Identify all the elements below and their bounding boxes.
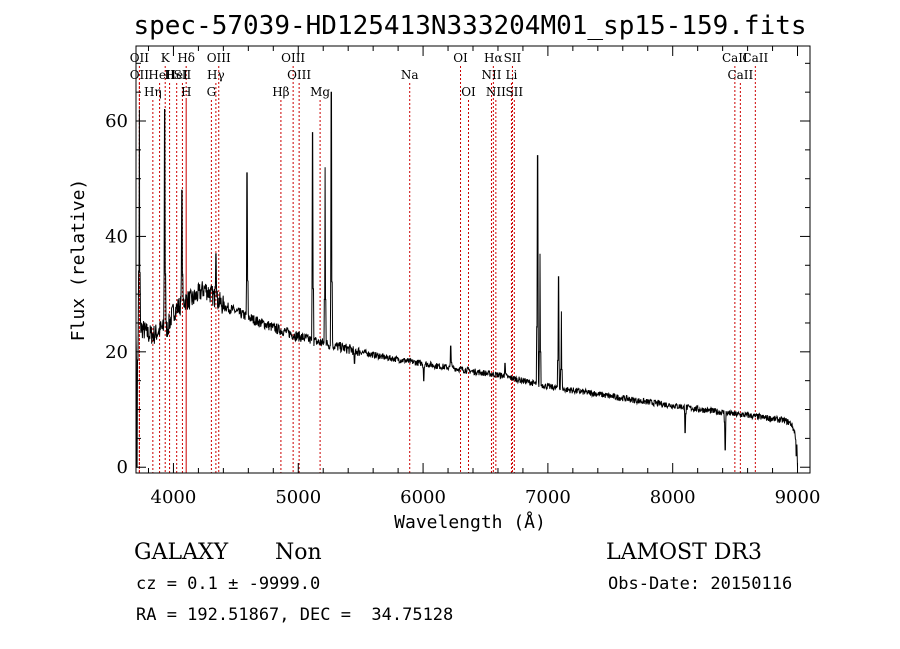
y-tick-label: 20 bbox=[105, 342, 128, 363]
line-marker-label: CaII bbox=[722, 51, 748, 65]
line-marker-label: Hβ bbox=[272, 85, 289, 99]
line-marker-label: G bbox=[207, 85, 217, 99]
line-marker-label: SII bbox=[505, 85, 523, 99]
line-marker-label: Hγ bbox=[207, 68, 225, 82]
x-axis: 4000 5000 6000 7000 8000 9000 bbox=[147, 46, 821, 508]
line-marker-label: OIII bbox=[281, 51, 305, 65]
survey-label: LAMOST DR3 bbox=[606, 540, 762, 565]
line-marker-label: Li bbox=[506, 68, 518, 82]
line-marker-label: HeI bbox=[166, 68, 189, 82]
x-tick-label: 8000 bbox=[650, 487, 696, 508]
line-marker-label: Mg bbox=[310, 85, 330, 99]
redshift-text: cz = 0.1 ± -9999.0 bbox=[136, 574, 320, 594]
line-marker-label: SII bbox=[504, 51, 522, 65]
y-axis: 0 20 40 60 bbox=[105, 62, 810, 478]
line-marker-label: CaII bbox=[742, 51, 768, 65]
object-class: GALAXY bbox=[134, 540, 229, 565]
line-marker-label: OIII bbox=[207, 51, 231, 65]
coordinates-text: RA = 192.51867, DEC = 34.75128 bbox=[136, 605, 453, 625]
x-axis-label: Wavelength (Å) bbox=[394, 511, 546, 533]
x-tick-label: 7000 bbox=[525, 487, 571, 508]
object-subclass: Non bbox=[275, 540, 322, 565]
line-marker-label: Hδ bbox=[177, 51, 195, 65]
line-marker-label: OI bbox=[461, 85, 476, 99]
x-tick-label: 4000 bbox=[151, 487, 197, 508]
y-axis-label: Flux (relative) bbox=[68, 179, 89, 342]
spectrum-line bbox=[135, 91, 798, 468]
line-marker-label: K bbox=[161, 51, 171, 65]
line-marker-label: H bbox=[164, 68, 174, 82]
y-tick-label: 60 bbox=[105, 111, 128, 132]
x-tick-label: 5000 bbox=[275, 487, 321, 508]
line-marker-label: Na bbox=[401, 68, 419, 82]
line-marker-label: OI bbox=[453, 51, 468, 65]
line-marker-label: Hα bbox=[484, 51, 503, 65]
line-marker-label: NII bbox=[481, 68, 501, 82]
y-tick-label: 0 bbox=[117, 457, 128, 478]
x-tick-label: 9000 bbox=[775, 487, 821, 508]
line-marker-label: OII bbox=[130, 51, 150, 65]
line-marker-label: OII bbox=[130, 68, 150, 82]
obs-date-text: Obs-Date: 20150116 bbox=[608, 574, 792, 594]
line-marker-label: CaII bbox=[727, 68, 753, 82]
line-marker-label: HeI bbox=[148, 68, 171, 82]
line-marker-label: H bbox=[181, 85, 191, 99]
line-marker-label: OIII bbox=[287, 68, 311, 82]
x-tick-label: 6000 bbox=[400, 487, 446, 508]
line-markers bbox=[138, 66, 756, 473]
line-marker-label: SII bbox=[174, 68, 192, 82]
line-marker-label: NII bbox=[486, 85, 506, 99]
chart-title: spec-57039-HD125413N333204M01_sp15-159.f… bbox=[133, 11, 806, 41]
y-tick-label: 40 bbox=[105, 226, 128, 247]
line-marker-label: Hη bbox=[144, 85, 162, 99]
